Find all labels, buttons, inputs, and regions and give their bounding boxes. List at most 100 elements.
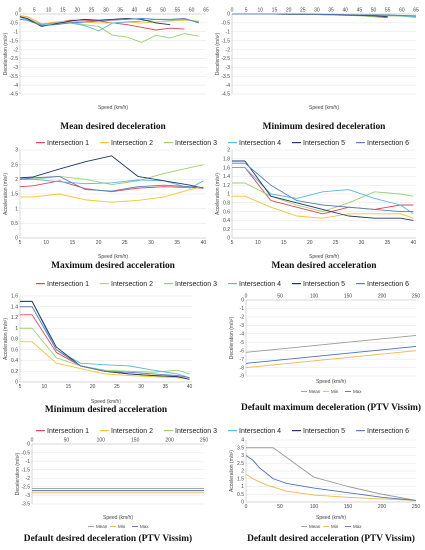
legend-label: Intersection 6 bbox=[367, 281, 409, 288]
y-tick-label: 0 bbox=[227, 12, 230, 18]
x-tick-label: 150 bbox=[344, 294, 353, 300]
x-tick-label: 20 bbox=[307, 240, 313, 246]
y-tick-label: 0.8 bbox=[223, 201, 230, 207]
x-tick-label: 15 bbox=[281, 240, 287, 246]
series-line bbox=[19, 17, 199, 32]
legend-label: Intersection 1 bbox=[47, 281, 89, 288]
series-line bbox=[20, 306, 190, 379]
y-tick-label: -2 bbox=[240, 315, 245, 321]
x-tick-label: 0 bbox=[19, 8, 22, 14]
legend-label: Intersection 6 bbox=[367, 428, 409, 435]
legend-label: Max bbox=[140, 524, 149, 529]
y-axis-title: Acceleration (m/s²) bbox=[215, 173, 221, 215]
series-line bbox=[232, 182, 414, 213]
x-tick-label: 50 bbox=[160, 8, 166, 14]
series-line bbox=[245, 350, 417, 369]
y-tick-label: -3 bbox=[26, 493, 31, 499]
x-axis-title: Speed (km/h) bbox=[309, 105, 339, 111]
y-tick-label: -2.5 bbox=[221, 56, 230, 62]
series-line bbox=[20, 186, 204, 203]
y-tick-label: -2 bbox=[26, 476, 31, 482]
x-tick-label: 50 bbox=[277, 504, 283, 510]
x-tick-label: 65 bbox=[413, 8, 419, 14]
y-tick-label: -2.5 bbox=[21, 485, 30, 491]
x-tick-label: 15 bbox=[70, 240, 76, 246]
y-tick-label: -6 bbox=[240, 348, 245, 354]
y-axis-title: Deceleration (m/s²) bbox=[3, 32, 9, 75]
chart-1: 0 -0.5 -1 -1.5 -2 -2.5 -3 -3.5 -4 -4.5 0 5 10 15 20 25 3… bbox=[3, 8, 209, 133]
legend-label: Intersection 6 bbox=[367, 140, 409, 147]
chart-4: 00.20.40.60.811.21.41.61.825 10 15 20 25 30 35… bbox=[215, 148, 416, 271]
x-tick-label: 100 bbox=[310, 294, 319, 300]
y-tick-label: 1.4 bbox=[223, 174, 230, 180]
chart-legend: Mean Min Max bbox=[301, 389, 362, 394]
y-tick-label: -1 bbox=[14, 29, 19, 35]
y-tick-label: -1.5 bbox=[9, 38, 18, 44]
y-tick-label: 0 bbox=[27, 442, 30, 448]
x-tick-label: 60 bbox=[189, 8, 195, 14]
series-line bbox=[20, 178, 204, 189]
y-tick-label: 0.5 bbox=[237, 492, 244, 498]
legend-label: Min bbox=[331, 389, 339, 394]
x-axis-title: Speed (km/h) bbox=[316, 379, 346, 385]
x-tick-label: 40 bbox=[411, 240, 417, 246]
chart-2: 0 -0.5 -1 -1.5 -2 -2.5 -3 -3.5 -4 -4.5 0 5 10 15 20 25 3… bbox=[215, 8, 419, 133]
legend-label: Intersection 3 bbox=[175, 428, 217, 435]
x-tick-label: 35 bbox=[117, 8, 123, 14]
x-tick-label: 30 bbox=[148, 240, 154, 246]
x-tick-label: 30 bbox=[314, 8, 320, 14]
legend-label: Intersection 4 bbox=[239, 428, 281, 435]
y-tick-label: 1.5 bbox=[237, 476, 244, 482]
y-tick-label: 0.4 bbox=[11, 358, 18, 364]
legend-label: Intersection 1 bbox=[47, 140, 89, 147]
y-tick-label: 1.6 bbox=[223, 165, 230, 171]
x-tick-label: 250 bbox=[412, 294, 421, 300]
x-axis-title: Speed (km/h) bbox=[103, 515, 133, 521]
x-tick-label: 60 bbox=[399, 8, 405, 14]
y-axis-title: Deceleration (m/s²) bbox=[215, 32, 221, 75]
chart-title: Default maximum deceleration (PTV Vissim… bbox=[241, 402, 421, 413]
y-tick-label: -3 bbox=[226, 65, 231, 71]
y-tick-label: -9 bbox=[240, 374, 245, 380]
y-tick-label: 2 bbox=[241, 469, 244, 475]
y-axis-title: Deceleration (m/s²) bbox=[15, 452, 21, 495]
chart-title: Mean desired deceleration bbox=[60, 122, 166, 132]
x-tick-label: 35 bbox=[328, 8, 334, 14]
series-line bbox=[245, 455, 417, 501]
y-tick-label: -1 bbox=[26, 459, 31, 465]
legend-label: Mean bbox=[96, 524, 108, 529]
series-line bbox=[245, 345, 417, 364]
series-line bbox=[246, 447, 417, 501]
x-axis-title: Speed (km/h) bbox=[98, 254, 128, 260]
y-tick-label: -1 bbox=[240, 306, 245, 312]
chart-title: Default desired acceleration (PTV Vissim… bbox=[247, 533, 415, 544]
series-line bbox=[232, 13, 417, 17]
y-tick-label: -4.5 bbox=[221, 92, 230, 98]
y-tick-label: 1 bbox=[15, 326, 18, 332]
chart-7: 0-0.5-1-1.5-2-2.5-3-3.50 50 100 150 200 250Sp… bbox=[15, 438, 208, 545]
x-tick-label: 200 bbox=[165, 438, 174, 444]
series-line bbox=[20, 300, 190, 379]
legend-label: Mean bbox=[309, 389, 321, 394]
intersection-legend-1: Intersection 1 Intersection 2 Intersection… bbox=[36, 140, 409, 147]
x-tick-label: 20 bbox=[96, 240, 102, 246]
y-tick-label: 2.5 bbox=[11, 162, 18, 168]
x-tick-label: 25 bbox=[114, 384, 120, 390]
y-tick-label: 0 bbox=[15, 380, 18, 386]
intersection-legend-2: Intersection 1 Intersection 2 Intersection… bbox=[36, 281, 409, 288]
legend-label: Min bbox=[331, 524, 339, 529]
series-line bbox=[232, 167, 414, 215]
y-tick-label: -0.5 bbox=[9, 21, 18, 27]
y-axis-title: Deceleration (m/s²) bbox=[229, 316, 235, 359]
x-tick-label: 35 bbox=[385, 240, 391, 246]
y-tick-label: -3.5 bbox=[21, 502, 30, 508]
y-tick-label: 2.5 bbox=[237, 461, 244, 467]
x-axis-title: Speed (km/h) bbox=[309, 254, 339, 260]
legend-label: Intersection 2 bbox=[111, 140, 153, 147]
y-tick-label: -3 bbox=[14, 65, 19, 71]
x-tick-label: 45 bbox=[146, 8, 152, 14]
y-axis-title: Acceleration (m/s²) bbox=[229, 450, 235, 492]
chart-legend: Mean Min Max bbox=[301, 524, 362, 529]
series-line bbox=[20, 314, 190, 380]
